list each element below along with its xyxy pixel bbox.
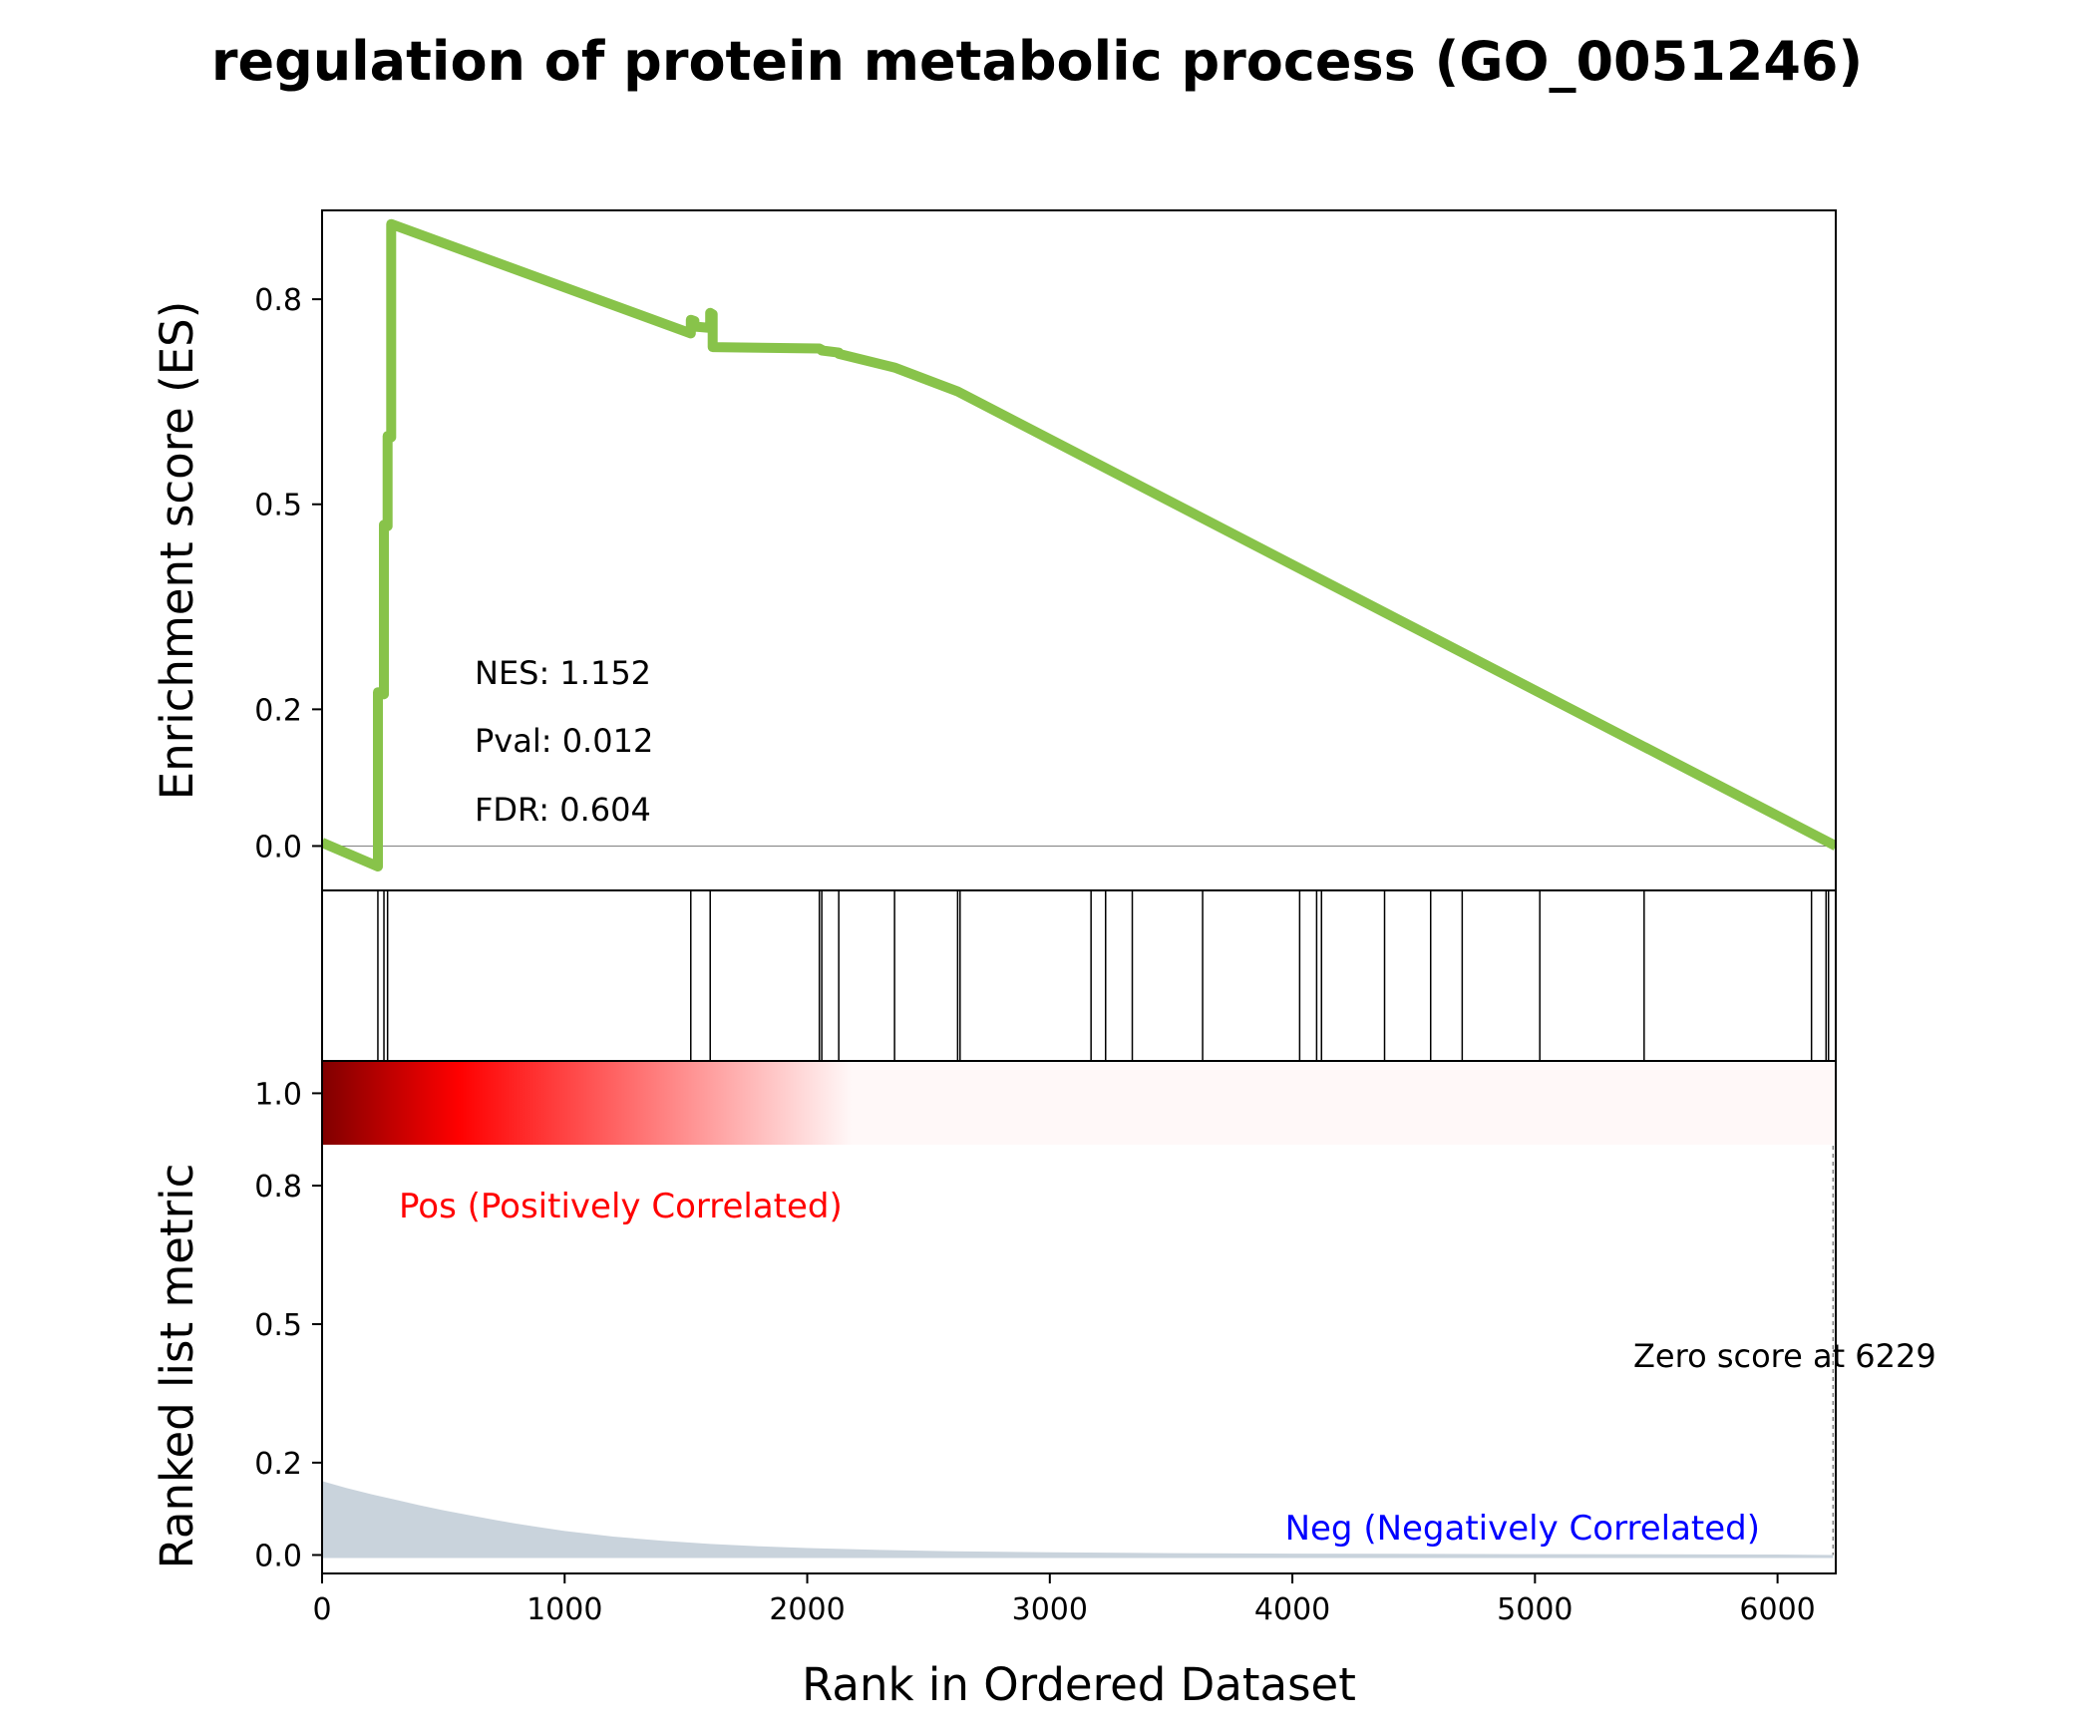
enrichment-score-panel: 0.0 0.2 0.5 0.8 Enrichment score (ES) NES: … bbox=[151, 209, 1837, 891]
es-y-axis-label: Enrichment score (ES) bbox=[151, 301, 203, 801]
gene-hits-panel bbox=[321, 889, 1837, 1062]
metric-y-tick-label: 0.8 bbox=[254, 1170, 302, 1205]
es-y-tick-label: 0.8 bbox=[254, 283, 302, 318]
metric-y-axis-label: Ranked list metric bbox=[151, 1164, 203, 1569]
metric-x-tick-label: 0 bbox=[312, 1592, 331, 1627]
metric-y-axis: 0.0 0.2 0.5 0.8 1.0 bbox=[254, 1077, 322, 1573]
nes-stat-label: NES: 1.152 bbox=[475, 654, 651, 692]
es-y-axis: 0.0 0.2 0.5 0.8 bbox=[254, 283, 322, 865]
neg-correlated-label: Neg (Negatively Correlated) bbox=[1285, 1509, 1760, 1549]
pos-correlated-label: Pos (Positively Correlated) bbox=[399, 1187, 843, 1226]
metric-x-axis: 0 1000 2000 3000 4000 5000 6000 bbox=[312, 1573, 1816, 1627]
metric-x-axis-label: Rank in Ordered Dataset bbox=[802, 1658, 1356, 1711]
zero-score-label: Zero score at 6229 bbox=[1633, 1337, 1936, 1375]
metric-x-tick-label: 3000 bbox=[1012, 1592, 1088, 1627]
metric-x-tick-label: 2000 bbox=[769, 1592, 845, 1627]
metric-y-tick-label: 0.0 bbox=[254, 1539, 302, 1573]
metric-panel-frame bbox=[321, 1060, 1837, 1574]
hits-panel-frame bbox=[321, 889, 1837, 1062]
es-y-tick-label: 0.2 bbox=[254, 693, 302, 728]
es-panel-frame bbox=[321, 209, 1837, 891]
ranked-metric-panel: 0.0 0.2 0.5 0.8 1.0 0 1000 2000 3000 4000 5000 600… bbox=[151, 1060, 1936, 1711]
es-curve-series bbox=[322, 218, 1836, 871]
metric-x-tick-label: 1000 bbox=[526, 1592, 602, 1627]
metric-x-tick-label: 4000 bbox=[1254, 1592, 1330, 1627]
metric-y-tick-label: 0.5 bbox=[254, 1308, 302, 1343]
pval-stat-label: Pval: 0.012 bbox=[475, 722, 653, 760]
rank-color-gradient bbox=[322, 1061, 1836, 1145]
es-y-tick-label: 0.5 bbox=[254, 489, 302, 523]
metric-y-tick-label: 0.2 bbox=[254, 1447, 302, 1482]
es-y-tick-label: 0.0 bbox=[254, 830, 302, 865]
metric-x-tick-label: 5000 bbox=[1497, 1592, 1573, 1627]
ranked-metric-area bbox=[322, 1481, 1834, 1559]
fdr-stat-label: FDR: 0.604 bbox=[475, 791, 651, 829]
metric-y-tick-label: 1.0 bbox=[254, 1077, 302, 1112]
metric-x-tick-label: 6000 bbox=[1739, 1592, 1815, 1627]
chart-title: regulation of protein metabolic process … bbox=[211, 30, 1863, 93]
